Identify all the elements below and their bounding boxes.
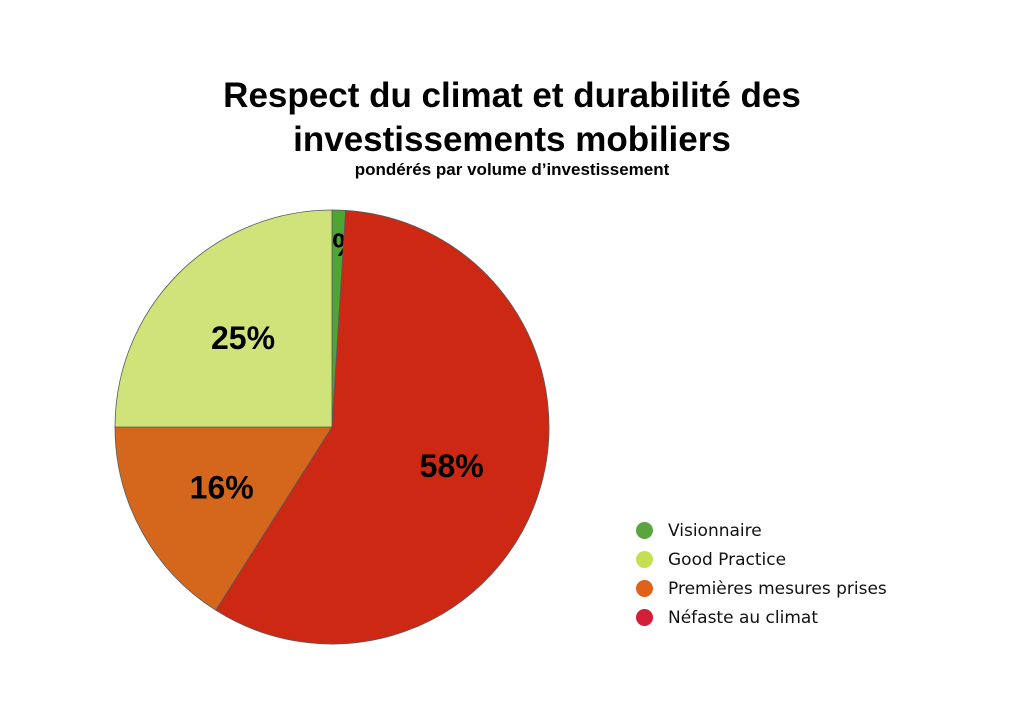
legend-label-nefaste: Néfaste au climat bbox=[668, 607, 818, 628]
legend-marker-premieres-mesures bbox=[636, 580, 653, 597]
legend-marker-good-practice bbox=[636, 551, 653, 568]
legend-marker-visionnaire bbox=[636, 522, 653, 539]
pie-label-nefaste-au-climat: 58% bbox=[420, 448, 484, 484]
legend-label-premieres-mesures: Premières mesures prises bbox=[668, 578, 887, 599]
chart-title-line-1: Respect du climat et durabilité des bbox=[223, 76, 801, 115]
legend-item-visionnaire: Visionnaire bbox=[636, 516, 887, 545]
pie-slice-good-practice bbox=[114, 209, 333, 428]
pie-label-premieres-mesures-prises: 16% bbox=[190, 470, 254, 506]
pie-slice-premieres-mesures-prises bbox=[114, 426, 333, 611]
pie-slice-nefaste-au-climat bbox=[215, 210, 550, 645]
legend-marker-nefaste bbox=[636, 609, 653, 626]
pie-label-good-practice: 25% bbox=[211, 320, 275, 356]
legend-item-premieres-mesures: Premières mesures prises bbox=[636, 574, 887, 603]
chart-legend: Visionnaire Good Practice Premières mesu… bbox=[636, 516, 887, 632]
chart-title: Respect du climat et durabilité des inve… bbox=[0, 74, 1024, 162]
legend-label-visionnaire: Visionnaire bbox=[668, 520, 762, 541]
chart-title-line-2: investissements mobiliers bbox=[293, 120, 731, 159]
legend-label-good-practice: Good Practice bbox=[668, 549, 787, 570]
chart-subtitle: pondérés par volume d’investissement bbox=[354, 160, 670, 179]
legend-item-good-practice: Good Practice bbox=[636, 545, 887, 574]
legend-item-nefaste: Néfaste au climat bbox=[636, 603, 887, 632]
